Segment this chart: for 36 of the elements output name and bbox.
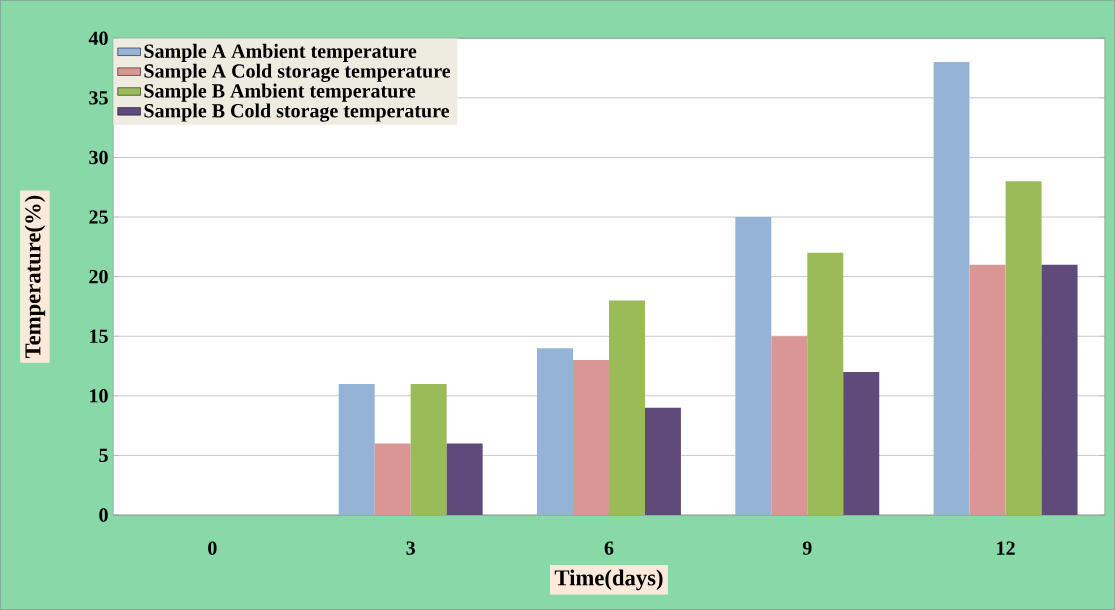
x-tick-label: 9 [802, 541, 812, 555]
y-tick-label: 20 [89, 269, 108, 284]
y-tick-label: 15 [90, 329, 108, 343]
y-tick-label: 40 [88, 31, 108, 45]
bar [608, 300, 645, 515]
legend-label: Sample A Cold storage temperature [144, 63, 451, 82]
bar [969, 264, 1006, 515]
bar [374, 443, 411, 515]
y-tick-label: 0 [99, 508, 108, 522]
bar [644, 407, 681, 515]
y-tick-label: 25 [89, 210, 108, 224]
legend-label: Sample B Cold storage temperature [144, 103, 450, 122]
bar [807, 252, 844, 515]
x-tick-label: 12 [997, 541, 1015, 555]
bar [446, 443, 483, 515]
y-tick-label: 10 [90, 388, 108, 403]
x-tick-label: 3 [406, 541, 415, 555]
x-axis-title: Time(days) [554, 569, 663, 591]
x-tick-label: 6 [604, 541, 614, 555]
bar [843, 371, 880, 515]
bar [1041, 264, 1078, 515]
x-tick-label: 0 [208, 541, 217, 555]
bar [933, 61, 970, 515]
y-tick-label: 35 [89, 91, 108, 105]
bar [410, 383, 447, 515]
y-axis-title: Temperature(%) [24, 195, 46, 358]
bar [573, 359, 609, 515]
bar [771, 336, 808, 515]
bar [735, 216, 772, 515]
bar [338, 383, 375, 515]
y-tick-label: 5 [99, 448, 108, 462]
bar [537, 348, 573, 515]
bar [1005, 181, 1042, 515]
y-tick-label: 30 [89, 150, 108, 165]
legend-label: Sample A Ambient temperature [144, 43, 417, 62]
legend-label: Sample B Ambient temperature [144, 83, 416, 102]
